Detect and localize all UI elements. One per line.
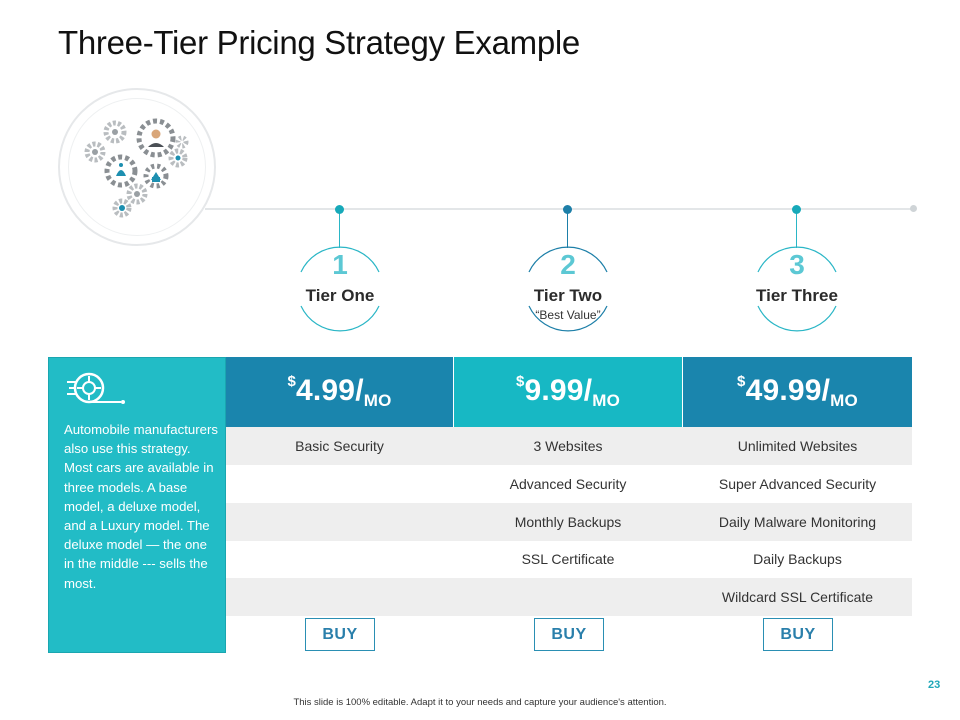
feature-cell bbox=[226, 578, 453, 616]
table-row: Wildcard SSL Certificate bbox=[226, 578, 912, 616]
feature-cell: Wildcard SSL Certificate bbox=[721, 589, 874, 605]
tier-number: 3 bbox=[789, 249, 805, 280]
buy-button-tier-three[interactable]: BUY bbox=[763, 618, 833, 651]
tier-dot bbox=[335, 205, 344, 214]
table-row: Basic Security 3 Websites Unlimited Webs… bbox=[226, 427, 912, 465]
price-amount: $4.99/MO bbox=[287, 373, 392, 410]
tier-name: Tier One bbox=[305, 286, 375, 305]
hero-inner-ring bbox=[68, 98, 206, 236]
business-gears-icon bbox=[84, 118, 189, 218]
feature-cell bbox=[454, 578, 682, 616]
tier-subtitle: “Best Value” bbox=[535, 308, 601, 322]
timeline-end-dot bbox=[910, 205, 917, 212]
tier-marker-2: 2 Tier Two “Best Value” bbox=[513, 204, 623, 354]
price-header-3: $49.99/MO bbox=[683, 357, 912, 427]
table-row: SSL Certificate Daily Backups bbox=[226, 540, 912, 578]
footer-note: This slide is 100% editable. Adapt it to… bbox=[293, 697, 667, 708]
info-panel-text: Automobile manufacturers also use this s… bbox=[64, 422, 218, 591]
feature-cell: Daily Malware Monitoring bbox=[718, 514, 877, 530]
page-number: 23 bbox=[928, 679, 941, 691]
tier-ring bbox=[757, 246, 837, 332]
price-amount: $9.99/MO bbox=[515, 373, 621, 410]
price-amount: $49.99/MO bbox=[737, 373, 858, 410]
table-row: Monthly Backups Daily Malware Monitoring bbox=[226, 503, 912, 541]
tier-dot bbox=[792, 205, 801, 214]
feature-cell bbox=[226, 465, 453, 503]
tier-dot bbox=[563, 205, 572, 214]
feature-cell: Advanced Security bbox=[509, 476, 627, 492]
tier-marker-1: 1 Tier One bbox=[285, 204, 395, 354]
info-panel: Automobile manufacturers also use this s… bbox=[48, 357, 226, 653]
feature-cell: Basic Security bbox=[295, 438, 384, 454]
tier-stem bbox=[796, 208, 797, 248]
tier-number: 2 bbox=[560, 249, 576, 280]
timeline-line bbox=[205, 208, 915, 210]
tier-stem bbox=[339, 208, 340, 248]
feature-cell: SSL Certificate bbox=[521, 551, 615, 567]
feature-cell: 3 Websites bbox=[533, 438, 603, 454]
table-row: Advanced Security Super Advanced Securit… bbox=[226, 465, 912, 503]
tier-ring bbox=[300, 246, 380, 332]
feature-cell bbox=[226, 540, 453, 578]
feature-cell: Unlimited Websites bbox=[737, 438, 858, 454]
tier-ring bbox=[528, 246, 608, 332]
buy-button-tier-two[interactable]: BUY bbox=[534, 618, 604, 651]
tier-name: Tier Two bbox=[533, 286, 603, 305]
feature-cell: Monthly Backups bbox=[514, 514, 622, 530]
feature-cell: Daily Backups bbox=[753, 551, 842, 567]
tier-marker-3: 3 Tier Three bbox=[742, 204, 852, 354]
hero-circle bbox=[58, 88, 216, 246]
tier-stem bbox=[567, 208, 568, 248]
tier-number: 1 bbox=[332, 249, 348, 280]
tier-name: Tier Three bbox=[756, 286, 838, 305]
buy-button-tier-one[interactable]: BUY bbox=[305, 618, 375, 651]
price-header-1: $4.99/MO bbox=[226, 357, 453, 427]
slide-title: Three-Tier Pricing Strategy Example bbox=[58, 24, 580, 61]
price-header-2: $9.99/MO bbox=[454, 357, 682, 427]
feature-cell: Super Advanced Security bbox=[718, 476, 877, 492]
feature-cell bbox=[226, 503, 453, 541]
car-wheel-icon bbox=[67, 372, 125, 404]
